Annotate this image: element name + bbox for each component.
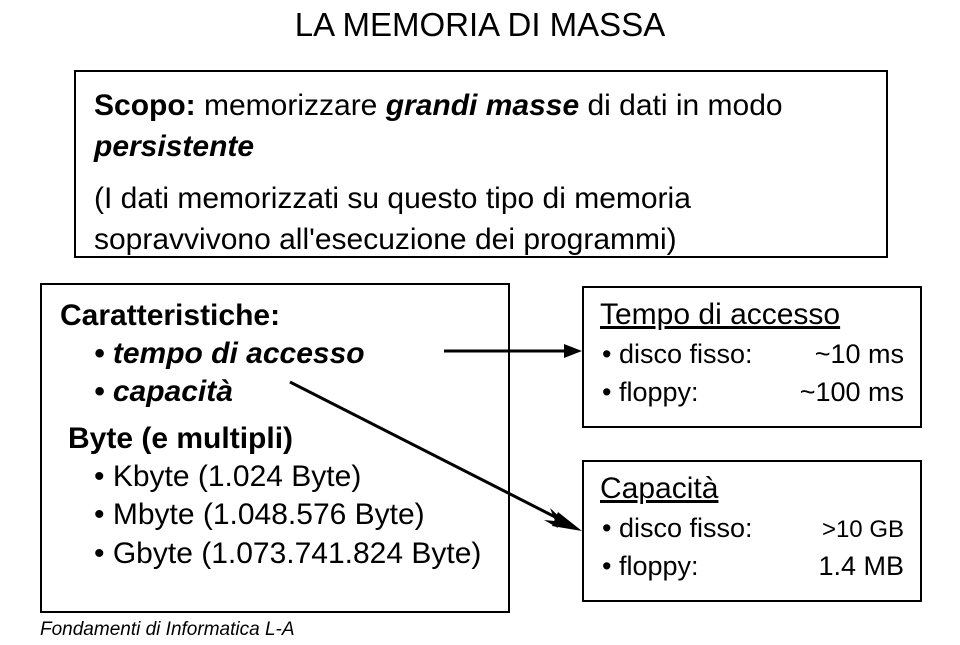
capacita-heading: Capacità [600, 472, 904, 506]
scope-em-1: grandi masse [386, 89, 579, 122]
scope-label: Scopo: [94, 89, 196, 122]
capacita-item-1: • disco fisso: >10 GB [602, 510, 904, 548]
arrow-tempo-icon [444, 341, 584, 361]
capacita-item-1-value: >10 GB [822, 510, 904, 548]
tempo-item-1-label: • disco fisso: [602, 336, 753, 374]
scope-em-2: persistente [94, 130, 254, 163]
tempo-box: Tempo di accesso • disco fisso: ~10 ms •… [582, 286, 922, 428]
arrow-capacita-icon [290, 382, 590, 542]
footer-text: Fondamenti di Informatica L-A [40, 619, 295, 641]
tempo-item-2-label: • floppy: [602, 374, 699, 412]
scope-line-1: Scopo: memorizzare grandi masse di dati … [94, 86, 868, 167]
capacita-item-2-value: 1.4 MB [818, 548, 904, 586]
scope-text-1: memorizzare [196, 89, 386, 122]
tempo-item-2: • floppy: ~100 ms [602, 374, 904, 412]
capacita-item-2: • floppy: 1.4 MB [602, 548, 904, 586]
scope-text-2: di dati in modo [579, 89, 782, 122]
char-heading: Caratteristiche: [60, 299, 490, 333]
capacita-box: Capacità • disco fisso: >10 GB • floppy:… [582, 460, 922, 602]
tempo-heading: Tempo di accesso [600, 298, 904, 332]
slide-title: LA MEMORIA DI MASSA [0, 6, 960, 44]
tempo-item-1-value: ~10 ms [815, 336, 904, 374]
tempo-item-2-value: ~100 ms [800, 374, 904, 412]
scope-line-2: (I dati memorizzati su questo tipo di me… [94, 179, 868, 260]
tempo-item-1: • disco fisso: ~10 ms [602, 336, 904, 374]
capacita-item-1-label: • disco fisso: [602, 510, 753, 548]
char-bullet-tempo: • tempo di accesso [94, 335, 490, 373]
capacita-item-2-label: • floppy: [602, 548, 699, 586]
scope-box: Scopo: memorizzare grandi masse di dati … [74, 70, 888, 258]
